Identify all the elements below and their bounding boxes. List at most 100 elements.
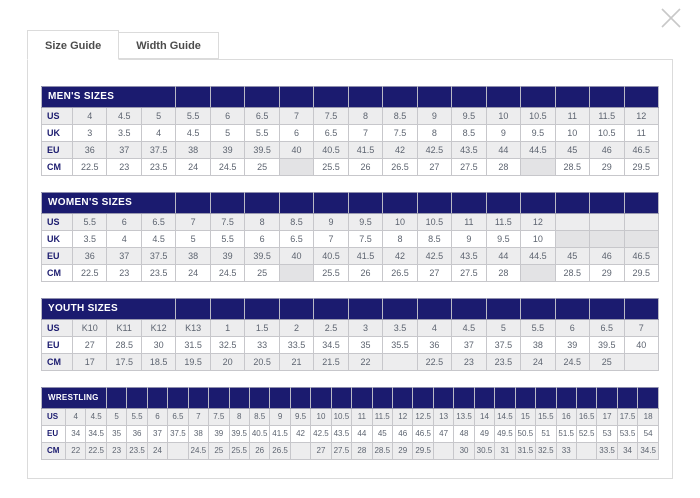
size-cell: 42.5 bbox=[310, 425, 332, 443]
size-cell: 4.5 bbox=[85, 408, 107, 426]
size-cell: 6 bbox=[278, 124, 315, 142]
header-cell bbox=[313, 86, 349, 108]
size-cell: 29.5 bbox=[623, 158, 659, 176]
size-cell: 6.5 bbox=[140, 213, 177, 231]
size-cell: 10.5 bbox=[520, 107, 556, 125]
size-cell: 28.5 bbox=[371, 442, 394, 460]
size-cell: K11 bbox=[106, 319, 142, 337]
size-cell: 39 bbox=[208, 425, 230, 443]
size-cell: 36 bbox=[71, 141, 108, 159]
table-header-row: WRESTLING bbox=[41, 387, 659, 409]
header-cell bbox=[310, 387, 332, 409]
size-cell: 6.5 bbox=[167, 408, 189, 426]
size-cell: 10 bbox=[382, 213, 418, 231]
size-cell: 10.5 bbox=[416, 213, 453, 231]
size-cell: 9 bbox=[451, 230, 487, 248]
size-cell: 15.5 bbox=[535, 408, 557, 426]
size-cell: 9.5 bbox=[520, 124, 556, 142]
header-cell bbox=[209, 86, 246, 108]
header-cell bbox=[209, 192, 246, 214]
size-cell: 7 bbox=[278, 107, 315, 125]
size-cell: 32.5 bbox=[209, 336, 246, 354]
table-row-us: US 4 4.5 5 5.5 6 6.5 7 7.5 8 8.5 9 9.5 10 10.5 11 11.5 12… bbox=[41, 408, 659, 426]
size-cell: 25.5 bbox=[313, 264, 349, 282]
size-cell: 7 bbox=[347, 124, 384, 142]
tab-size-guide[interactable]: Size Guide bbox=[27, 30, 120, 60]
size-cell: 23 bbox=[106, 264, 142, 282]
table-title: WRESTLING bbox=[41, 387, 107, 409]
size-cell: 21 bbox=[278, 353, 315, 371]
size-cell: 1.5 bbox=[244, 319, 280, 337]
size-cell: 46.5 bbox=[412, 425, 434, 443]
size-cell: 45 bbox=[371, 425, 394, 443]
size-cell: 24 bbox=[146, 442, 169, 460]
header-cell bbox=[589, 86, 625, 108]
table-row-eu: EU 34 34.5 35 36 37 37.5 38 39 39.5 40.5 41.5 42 42.5… bbox=[41, 425, 659, 443]
size-cell: 16 bbox=[555, 408, 577, 426]
table-row-us: US 5.5 6 6.5 7 7.5 8 8.5 9 9.5 10 10.5 11 11.5 12 bbox=[41, 213, 659, 231]
size-cell: 12.5 bbox=[412, 408, 434, 426]
size-cell: 51 bbox=[535, 425, 557, 443]
size-cell: 27 bbox=[71, 336, 108, 354]
table-row-eu: EU 27 28.5 30 31.5 32.5 33 33.5 34.5 35 35.5 36 37 37… bbox=[41, 336, 659, 354]
header-cell bbox=[208, 387, 230, 409]
header-cell bbox=[637, 387, 659, 409]
size-cell bbox=[520, 158, 556, 176]
tab-width-guide[interactable]: Width Guide bbox=[119, 32, 219, 59]
size-cell: 26.5 bbox=[269, 442, 291, 460]
table-row-uk: UK 3 3.5 4 4.5 5 5.5 6 6.5 7 7.5 8 8.5 9 9.5 10 10.5 11 bbox=[41, 124, 659, 142]
size-cell: 34.5 bbox=[313, 336, 349, 354]
size-cell: 46 bbox=[391, 425, 414, 443]
size-cell: 6 bbox=[146, 408, 169, 426]
table-title: WOMEN'S SIZES bbox=[40, 192, 177, 214]
header-cell bbox=[416, 192, 453, 214]
header-cell bbox=[175, 86, 211, 108]
header-cell bbox=[485, 192, 522, 214]
size-cell: 5 bbox=[105, 408, 128, 426]
size-cell: 23 bbox=[451, 353, 487, 371]
size-cell: 34.5 bbox=[85, 425, 107, 443]
size-cell: 24.5 bbox=[209, 158, 246, 176]
header-cell bbox=[451, 86, 487, 108]
header-cell bbox=[146, 387, 169, 409]
size-cell: 49 bbox=[473, 425, 496, 443]
header-cell bbox=[554, 298, 591, 320]
row-label: EU bbox=[41, 141, 73, 159]
size-cell: 25 bbox=[589, 353, 625, 371]
size-cell: 20.5 bbox=[244, 353, 280, 371]
row-label: CM bbox=[41, 264, 73, 282]
size-cell: 23.5 bbox=[140, 264, 177, 282]
table-row-cm: CM 17 17.5 18.5 19.5 20 20.5 21 21.5 22 22.5 23 23.5… bbox=[41, 353, 659, 371]
size-cell: 17.5 bbox=[616, 408, 639, 426]
size-cell: 27.5 bbox=[451, 264, 487, 282]
close-icon[interactable] bbox=[659, 6, 683, 30]
size-cell: 24.5 bbox=[209, 264, 246, 282]
size-cell: 25 bbox=[244, 158, 280, 176]
row-label: EU bbox=[41, 247, 73, 265]
row-label: EU bbox=[41, 425, 66, 443]
size-cell: 5 bbox=[485, 319, 522, 337]
size-cell: 39.5 bbox=[244, 247, 280, 265]
size-cell: 10 bbox=[520, 230, 556, 248]
header-cell bbox=[126, 387, 148, 409]
size-cell: 22.5 bbox=[85, 442, 107, 460]
size-cell: 3.5 bbox=[71, 230, 108, 248]
size-cell: 39.5 bbox=[589, 336, 625, 354]
size-cell: 40 bbox=[278, 247, 315, 265]
header-cell bbox=[555, 387, 577, 409]
size-cell: 6.5 bbox=[244, 107, 280, 125]
size-cell: 51.5 bbox=[555, 425, 577, 443]
size-cell: 34 bbox=[64, 425, 87, 443]
size-cell bbox=[623, 353, 659, 371]
size-cell: 4.5 bbox=[106, 107, 142, 125]
size-cell: 21.5 bbox=[313, 353, 349, 371]
size-guide-modal: Size Guide Width Guide MEN'S SIZES US 4 4.5… bbox=[27, 30, 673, 479]
size-cell: 10 bbox=[554, 124, 591, 142]
table-row-cm: CM 22.5 23 23.5 24 24.5 25 25.5 26 26.5 27 27.5 28 28… bbox=[41, 158, 659, 176]
header-cell bbox=[330, 387, 353, 409]
size-cell: 37 bbox=[451, 336, 487, 354]
size-cell: 7 bbox=[623, 319, 659, 337]
size-cell: 31.5 bbox=[514, 442, 537, 460]
size-cell: 11 bbox=[351, 408, 373, 426]
